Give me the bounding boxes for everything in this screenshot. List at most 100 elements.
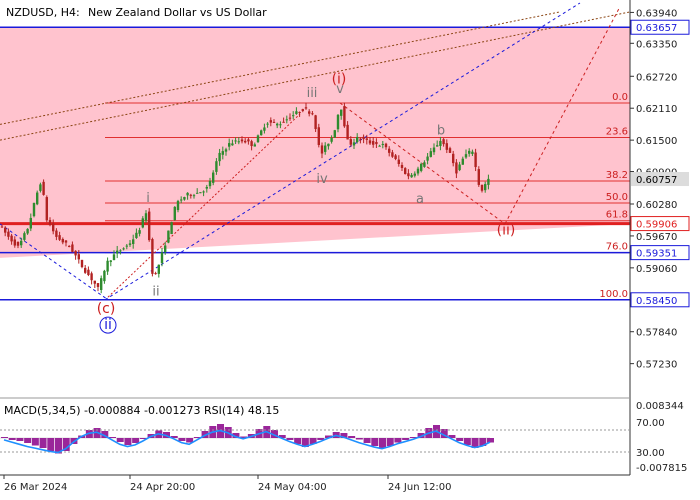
candle-body bbox=[285, 119, 288, 121]
level-tag bbox=[630, 19, 690, 35]
macd-bar bbox=[379, 438, 386, 449]
candle-body bbox=[167, 230, 170, 243]
macd-bar bbox=[109, 437, 116, 438]
guide-line bbox=[107, 113, 301, 298]
candle-body bbox=[55, 230, 58, 237]
candle-body bbox=[228, 143, 231, 147]
fib-label: 100.0 bbox=[599, 289, 628, 300]
candle-body bbox=[125, 245, 128, 247]
candle-body bbox=[432, 147, 436, 153]
candle-body bbox=[84, 267, 87, 273]
candle-body bbox=[90, 273, 93, 281]
time-tick-label: 24 Apr 20:00 bbox=[130, 482, 195, 493]
current-price-label: 0.60757 bbox=[636, 175, 677, 186]
candle-body bbox=[368, 140, 372, 144]
candle-body bbox=[100, 278, 103, 290]
wave-label: (i) bbox=[332, 72, 347, 88]
macd-bar bbox=[232, 433, 240, 438]
macd-bar bbox=[101, 431, 109, 438]
candle-body bbox=[237, 141, 240, 143]
macd-bar bbox=[371, 438, 379, 446]
candle-body bbox=[253, 144, 256, 147]
macd-bar bbox=[132, 438, 140, 443]
macd-bar bbox=[1, 437, 8, 438]
candle-body bbox=[384, 143, 388, 148]
macd-bar bbox=[116, 438, 124, 442]
macd-bar bbox=[186, 438, 194, 443]
candle-body bbox=[333, 130, 336, 138]
candle-body bbox=[202, 191, 205, 193]
candle-body bbox=[410, 174, 413, 178]
candle-body bbox=[445, 143, 448, 150]
candle-body bbox=[52, 223, 55, 232]
macd-bar bbox=[294, 438, 302, 444]
macd-bar bbox=[271, 430, 278, 438]
candle-body bbox=[36, 192, 39, 205]
wave-circle bbox=[99, 316, 117, 334]
macd-bar bbox=[394, 438, 402, 443]
candle-body bbox=[301, 109, 304, 111]
candle-body bbox=[189, 194, 192, 196]
macd-bar bbox=[240, 436, 248, 438]
macd-bar bbox=[463, 438, 471, 445]
candle-body bbox=[205, 186, 208, 189]
wave-label: (ii) bbox=[497, 222, 516, 238]
candle-body bbox=[13, 239, 16, 246]
candle-body bbox=[183, 197, 186, 200]
indicator-tick-label: 0.008344 bbox=[636, 401, 684, 412]
candle-body bbox=[480, 184, 484, 191]
candle-body bbox=[388, 148, 391, 153]
rsi-line bbox=[3, 429, 491, 454]
candle-body bbox=[144, 213, 148, 221]
candle-body bbox=[394, 155, 397, 159]
candle-body bbox=[20, 240, 23, 246]
candle-body bbox=[288, 117, 292, 119]
guide-line bbox=[0, 11, 631, 141]
macd-bar bbox=[456, 438, 464, 441]
wave-label: a bbox=[416, 192, 424, 207]
current-price-tag bbox=[631, 172, 689, 187]
candle-body bbox=[448, 148, 452, 153]
candle-body bbox=[320, 145, 324, 154]
candle-body bbox=[429, 151, 432, 157]
level-tag bbox=[630, 216, 690, 232]
candle-body bbox=[132, 239, 135, 244]
candle-body bbox=[196, 192, 199, 194]
candle-body bbox=[269, 120, 272, 123]
indicator-label: MACD(5,34,5) -0.000884 -0.001273 RSI(14)… bbox=[4, 404, 279, 417]
candle-body bbox=[381, 143, 384, 145]
candle-body bbox=[365, 138, 368, 140]
macd-bar bbox=[340, 433, 348, 438]
time-axis: 26 Mar 2024 24 Apr 20:00 24 May 04:00 24 Ju… bbox=[0, 474, 630, 493]
fib-label: 0.0 bbox=[612, 92, 628, 103]
candle-body bbox=[250, 141, 253, 147]
candle-body bbox=[474, 152, 477, 168]
candle-body bbox=[74, 250, 77, 256]
candle-body bbox=[458, 164, 461, 171]
wave-guides bbox=[0, 2, 631, 301]
macd-bar bbox=[355, 438, 363, 440]
wave-label: b bbox=[437, 123, 445, 138]
candles bbox=[0, 102, 490, 294]
candle-body bbox=[119, 250, 122, 252]
candle-body bbox=[260, 130, 263, 136]
price-tick-label: 0.59060 bbox=[636, 264, 677, 275]
candle-body bbox=[224, 149, 228, 152]
candle-body bbox=[298, 112, 301, 114]
candle-body bbox=[244, 140, 247, 143]
fib-label: 23.6 bbox=[606, 127, 628, 138]
macd-bar bbox=[24, 438, 32, 443]
indicator-panel: MACD(5,34,5) -0.000884 -0.001273 RSI(14)… bbox=[0, 397, 687, 474]
candle-body bbox=[282, 121, 285, 123]
time-tick-label: 26 Mar 2024 bbox=[4, 482, 67, 493]
candle-body bbox=[29, 217, 32, 229]
candle-body bbox=[378, 145, 381, 147]
candle-body bbox=[39, 184, 42, 191]
macd-bar bbox=[193, 437, 201, 438]
chart-symbol-label: NZDUSD, H4: bbox=[6, 6, 80, 19]
candle-body bbox=[416, 168, 420, 174]
candle-body bbox=[173, 206, 176, 221]
macd-bar bbox=[417, 433, 425, 438]
